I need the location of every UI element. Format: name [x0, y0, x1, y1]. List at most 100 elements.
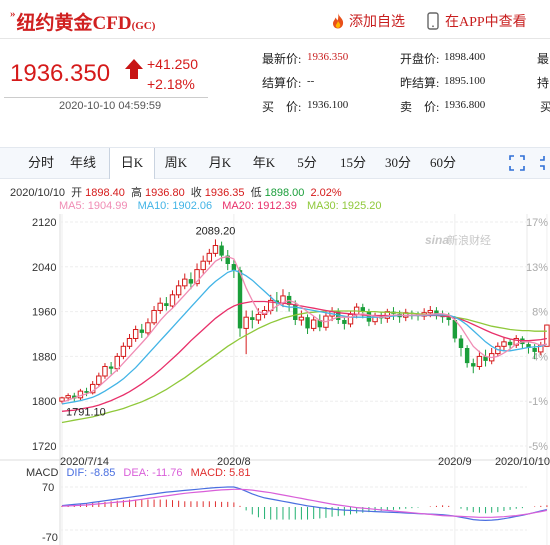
candle-body	[434, 310, 439, 315]
candle-body	[151, 309, 157, 324]
candle-body	[89, 383, 96, 394]
x-axis: 2020/7/14 2020/8 2020/9 2020/10/10	[60, 456, 550, 468]
watermark-text: 新浪财经	[447, 233, 491, 247]
ohlc-low: 1898.00	[264, 187, 305, 199]
candle-body	[298, 316, 305, 321]
tab-5min[interactable]: 5分	[297, 155, 317, 170]
ohlc-change-pct: 2.02%	[310, 187, 342, 199]
candle-body	[139, 329, 145, 333]
ohlc-close-label: 收	[190, 187, 202, 199]
candles	[59, 239, 550, 404]
candle-body	[65, 395, 71, 399]
x-tick-label: 2020/10/10	[495, 456, 550, 468]
tab-60min[interactable]: 60分	[429, 155, 456, 170]
ask-value: 1936.800	[444, 99, 486, 111]
bid-value: 1936.100	[307, 99, 349, 111]
up-arrow-icon	[125, 59, 143, 79]
sina-logo-icon: sina	[425, 233, 449, 247]
high-annotation: 2089.20	[196, 225, 236, 237]
tab-daily-k[interactable]: 日K	[109, 148, 155, 179]
add-favorite-button[interactable]: 添加自选	[330, 11, 405, 31]
y-axis: 2120 2040 1960 1880 1800 1720	[32, 217, 56, 453]
prev-settlement-value: 1895.100	[444, 75, 486, 87]
open-price-label: 开盘价:	[400, 52, 440, 66]
candle-body	[175, 285, 182, 296]
tab-monthly-k[interactable]: 月K	[208, 155, 232, 170]
instrument-code: (GC)	[131, 20, 156, 32]
ma30-label: MA30: 1925.20	[306, 200, 382, 212]
tab-yearly-k[interactable]: 年K	[252, 155, 276, 170]
candle-body	[169, 294, 176, 307]
tab-15min[interactable]: 15分	[339, 155, 366, 170]
percent-tick-label: -5%	[528, 441, 548, 453]
candle-body	[114, 355, 120, 370]
macd_dif-line	[61, 486, 548, 522]
candle-body	[188, 279, 194, 284]
candle-body	[310, 319, 317, 329]
last-price: 1936.350	[10, 60, 111, 87]
candle-body	[526, 344, 531, 348]
candle-body	[59, 397, 65, 402]
candle-body	[471, 363, 476, 367]
view-in-app-button[interactable]: 在APP中查看	[427, 11, 527, 31]
macd-title: MACD	[26, 467, 59, 479]
candle-body	[219, 245, 224, 256]
candle-body	[132, 329, 139, 339]
x-tick-label: 2020/7/14	[60, 456, 109, 468]
ma-legend: MA5: 1904.99 MA10: 1902.06 MA20: 1912.39…	[59, 200, 389, 212]
y-tick-label: 2120	[32, 217, 56, 229]
x-tick-label: 2020/9	[438, 456, 472, 468]
ma5-line	[61, 256, 548, 403]
candle-body	[182, 278, 188, 287]
percent-tick-label: 4%	[532, 351, 548, 363]
candle-body	[336, 311, 341, 320]
double-arrow-icon: »	[10, 8, 16, 20]
page-title: »纽约黄金CFD(GC)	[10, 8, 155, 35]
candle-body	[532, 348, 537, 352]
macd-panel: 70 -70	[42, 482, 548, 544]
candlestick-chart[interactable]: 2120 2040 1960 1880 1800 1720 17% 13% 8% 4% -1% -5…	[0, 214, 550, 545]
candle-body	[243, 316, 249, 329]
ohlc-low-label: 低	[250, 187, 262, 199]
ohlc-high-label: 高	[130, 187, 142, 199]
tab-weekly-k[interactable]: 周K	[164, 155, 188, 170]
candle-body	[200, 260, 206, 271]
percent-tick-label: -1%	[528, 396, 548, 408]
tab-30min[interactable]: 30分	[384, 155, 411, 170]
y-tick-label: 1960	[32, 307, 56, 319]
macd-value-label: MACD: 5.81	[190, 467, 251, 479]
price-change-percent: +2.18%	[147, 76, 195, 92]
tab-intraday[interactable]: 分时	[27, 155, 54, 170]
bid-label: 买 价:	[262, 100, 302, 114]
candle-body	[237, 270, 243, 329]
candle-body	[164, 303, 169, 306]
y-tick-label: 2040	[32, 262, 56, 274]
ohlc-high: 1936.80	[144, 187, 185, 199]
collapse-icon[interactable]	[538, 155, 550, 171]
moving-averages	[61, 256, 548, 424]
tab-yearly-line[interactable]: 年线	[69, 155, 96, 170]
settlement-value: --	[307, 75, 315, 87]
low-annotation: 1791.10	[66, 406, 106, 418]
candle-body	[212, 245, 219, 254]
candle-body	[544, 324, 550, 347]
phone-icon	[427, 12, 439, 30]
candle-body	[513, 337, 519, 346]
candle-body	[452, 320, 458, 339]
macd-dif-label: DIF: -8.85	[66, 467, 116, 479]
candle-body	[72, 395, 77, 399]
add-favorite-label: 添加自选	[349, 15, 405, 30]
fire-icon	[333, 13, 344, 29]
candle-body	[120, 345, 127, 357]
candle-body	[255, 313, 262, 321]
ma30-line	[61, 310, 547, 424]
fullscreen-icon[interactable]	[509, 155, 525, 171]
ma20-label: MA20: 1912.39	[222, 200, 297, 212]
candle-body	[225, 255, 230, 264]
ma20-line	[61, 300, 548, 412]
ohlc-open-label: 开	[71, 187, 83, 199]
ask-label: 卖 价:	[400, 100, 440, 114]
chart-grid	[0, 214, 550, 545]
candle-body	[507, 341, 513, 346]
